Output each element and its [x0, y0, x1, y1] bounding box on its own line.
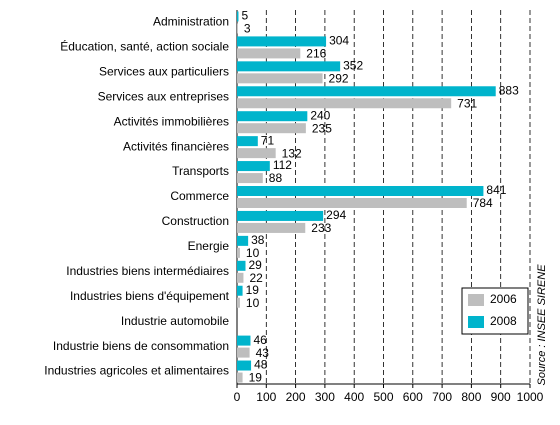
- value-label: 10: [246, 246, 260, 260]
- legend-swatch: [468, 316, 484, 328]
- value-label: 883: [499, 83, 519, 97]
- bar: [237, 123, 306, 134]
- bar: [237, 86, 496, 97]
- bar: [237, 161, 270, 172]
- x-tick-label: 1000: [517, 390, 544, 404]
- bar: [237, 198, 467, 208]
- bar: [237, 23, 238, 34]
- bar: [237, 347, 250, 358]
- y-tick-label: Commerce: [170, 189, 229, 203]
- bar: [237, 148, 276, 159]
- y-tick-label: Industrie biens de consommation: [53, 339, 229, 353]
- y-tick-label: Éducation, santé, action sociale: [60, 39, 229, 54]
- x-tick-label: 0: [234, 390, 241, 404]
- source-note: Source : INSEE SIRENE: [536, 264, 548, 386]
- value-label: 294: [326, 208, 346, 222]
- x-tick-label: 500: [373, 390, 393, 404]
- bar: [237, 372, 243, 383]
- legend-label: 2008: [490, 314, 517, 328]
- value-label: 240: [310, 108, 330, 122]
- value-label: 29: [248, 258, 262, 272]
- value-label: 112: [273, 158, 292, 172]
- value-label: 216: [306, 47, 326, 61]
- y-tick-label: Administration: [153, 15, 229, 29]
- bar: [237, 186, 484, 196]
- legend-label: 2006: [490, 292, 517, 306]
- y-tick-label: Energie: [188, 239, 230, 253]
- y-tick-label: Services aux entreprises: [98, 89, 229, 103]
- bar: [237, 235, 249, 246]
- bar: [237, 272, 244, 283]
- bar: [237, 247, 240, 258]
- bar: [237, 222, 306, 233]
- x-tick-label: 400: [344, 390, 364, 404]
- value-label: 304: [329, 34, 349, 48]
- y-tick-label: Industries biens intermédiaires: [66, 264, 229, 278]
- x-tick-label: 900: [491, 390, 511, 404]
- x-tick-label: 100: [256, 390, 276, 404]
- x-tick-label: 300: [315, 390, 335, 404]
- value-label: 19: [249, 371, 263, 385]
- bar: [237, 136, 258, 147]
- value-label: 3: [244, 22, 251, 36]
- legend-swatch: [468, 294, 484, 306]
- y-tick-label: Services aux particuliers: [99, 65, 229, 79]
- bar: [237, 48, 301, 59]
- y-tick-label: Industrie automobile: [121, 314, 229, 328]
- value-label: 235: [312, 121, 332, 135]
- value-label: 233: [311, 221, 331, 235]
- bar: [237, 360, 252, 371]
- bar: [237, 36, 327, 47]
- y-tick-label: Industries biens d'équipement: [70, 289, 230, 303]
- y-tick-label: Transports: [172, 164, 229, 178]
- bar: [237, 98, 452, 109]
- value-label: 46: [253, 333, 267, 347]
- value-label: 292: [329, 72, 349, 86]
- bar: [237, 335, 251, 346]
- bar: [237, 260, 246, 271]
- bar: [237, 11, 239, 22]
- value-label: 48: [254, 358, 268, 372]
- x-tick-label: 200: [286, 390, 306, 404]
- value-label: 784: [473, 196, 493, 210]
- bar: [237, 61, 341, 72]
- value-label: 841: [486, 183, 506, 197]
- bar: [237, 297, 240, 308]
- value-label: 43: [256, 346, 270, 360]
- value-label: 38: [251, 233, 265, 247]
- y-tick-label: Activités financières: [123, 139, 229, 153]
- y-tick-label: Activités immobilières: [114, 114, 229, 128]
- bar: [237, 210, 324, 221]
- bar: [237, 173, 263, 184]
- value-label: 19: [246, 283, 260, 297]
- y-tick-label: Construction: [162, 214, 229, 228]
- bar: [237, 73, 323, 84]
- x-tick-label: 600: [403, 390, 423, 404]
- y-tick-label: Industries agricoles et alimentaires: [44, 364, 229, 378]
- value-label: 71: [261, 133, 275, 147]
- value-label: 10: [246, 296, 260, 310]
- x-tick-label: 800: [461, 390, 481, 404]
- value-label: 22: [249, 271, 263, 285]
- value-label: 5: [241, 9, 248, 23]
- value-label: 352: [343, 59, 363, 73]
- bar: [237, 111, 308, 122]
- value-label: 88: [269, 171, 283, 185]
- value-label: 731: [457, 96, 477, 110]
- x-tick-label: 700: [432, 390, 452, 404]
- value-label: 132: [282, 146, 302, 160]
- bar: [237, 285, 243, 296]
